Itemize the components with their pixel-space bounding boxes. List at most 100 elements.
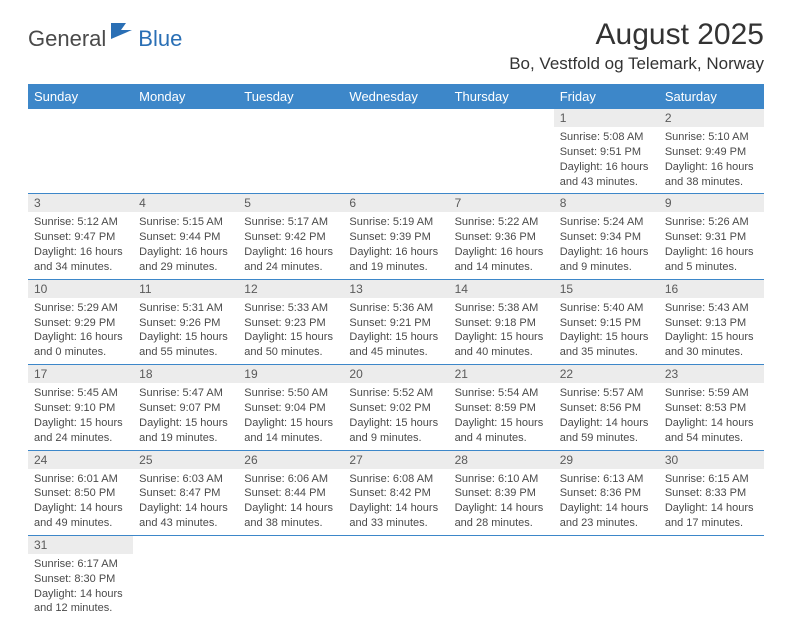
- calendar-day-cell: 27Sunrise: 6:08 AMSunset: 8:42 PMDayligh…: [343, 450, 448, 535]
- weekday-header: Sunday: [28, 84, 133, 109]
- calendar-day-cell: [238, 535, 343, 620]
- calendar-day-cell: 18Sunrise: 5:47 AMSunset: 9:07 PMDayligh…: [133, 365, 238, 450]
- calendar-day-cell: 15Sunrise: 5:40 AMSunset: 9:15 PMDayligh…: [554, 279, 659, 364]
- calendar-day-cell: 12Sunrise: 5:33 AMSunset: 9:23 PMDayligh…: [238, 279, 343, 364]
- logo-flag-icon: [110, 21, 136, 46]
- calendar-day-cell: 20Sunrise: 5:52 AMSunset: 9:02 PMDayligh…: [343, 365, 448, 450]
- calendar-day-cell: 8Sunrise: 5:24 AMSunset: 9:34 PMDaylight…: [554, 194, 659, 279]
- day-number: 13: [343, 280, 448, 298]
- day-detail-line: Sunset: 8:42 PM: [349, 486, 442, 501]
- day-detail-line: Sunrise: 5:54 AM: [455, 386, 548, 401]
- calendar-day-cell: [133, 535, 238, 620]
- day-number: 26: [238, 451, 343, 469]
- day-detail-line: and 9 minutes.: [349, 431, 442, 446]
- day-detail-line: and 23 minutes.: [560, 516, 653, 531]
- calendar-day-cell: [238, 109, 343, 194]
- day-number: 22: [554, 365, 659, 383]
- day-detail-line: Sunset: 8:44 PM: [244, 486, 337, 501]
- day-detail-line: Sunset: 9:26 PM: [139, 316, 232, 331]
- day-detail-line: Sunset: 8:47 PM: [139, 486, 232, 501]
- day-details: Sunrise: 5:47 AMSunset: 9:07 PMDaylight:…: [133, 383, 238, 449]
- calendar-day-cell: 28Sunrise: 6:10 AMSunset: 8:39 PMDayligh…: [449, 450, 554, 535]
- day-details: Sunrise: 5:40 AMSunset: 9:15 PMDaylight:…: [554, 298, 659, 364]
- day-detail-line: Daylight: 15 hours: [349, 416, 442, 431]
- day-details: Sunrise: 5:52 AMSunset: 9:02 PMDaylight:…: [343, 383, 448, 449]
- calendar-week-row: 10Sunrise: 5:29 AMSunset: 9:29 PMDayligh…: [28, 279, 764, 364]
- calendar-week-row: 31Sunrise: 6:17 AMSunset: 8:30 PMDayligh…: [28, 535, 764, 620]
- calendar-day-cell: 11Sunrise: 5:31 AMSunset: 9:26 PMDayligh…: [133, 279, 238, 364]
- day-detail-line: Sunrise: 5:17 AM: [244, 215, 337, 230]
- day-details: Sunrise: 5:15 AMSunset: 9:44 PMDaylight:…: [133, 212, 238, 278]
- day-detail-line: Sunset: 9:21 PM: [349, 316, 442, 331]
- calendar-day-cell: [449, 535, 554, 620]
- day-detail-line: Sunset: 9:07 PM: [139, 401, 232, 416]
- day-details: Sunrise: 5:33 AMSunset: 9:23 PMDaylight:…: [238, 298, 343, 364]
- day-detail-line: Sunrise: 5:40 AM: [560, 301, 653, 316]
- calendar-day-cell: 31Sunrise: 6:17 AMSunset: 8:30 PMDayligh…: [28, 535, 133, 620]
- day-number: 18: [133, 365, 238, 383]
- day-detail-line: Sunset: 9:49 PM: [665, 145, 758, 160]
- page-header: General Blue August 2025 Bo, Vestfold og…: [28, 18, 764, 74]
- day-detail-line: Sunset: 9:23 PM: [244, 316, 337, 331]
- day-detail-line: Sunset: 8:33 PM: [665, 486, 758, 501]
- day-detail-line: Sunrise: 6:13 AM: [560, 472, 653, 487]
- day-details: Sunrise: 6:17 AMSunset: 8:30 PMDaylight:…: [28, 554, 133, 620]
- day-detail-line: Sunrise: 5:26 AM: [665, 215, 758, 230]
- day-detail-line: and 19 minutes.: [139, 431, 232, 446]
- day-details: Sunrise: 5:50 AMSunset: 9:04 PMDaylight:…: [238, 383, 343, 449]
- day-detail-line: Sunset: 8:56 PM: [560, 401, 653, 416]
- day-detail-line: and 33 minutes.: [349, 516, 442, 531]
- day-detail-line: Sunset: 9:47 PM: [34, 230, 127, 245]
- day-number: 30: [659, 451, 764, 469]
- day-detail-line: and 30 minutes.: [665, 345, 758, 360]
- day-detail-line: and 38 minutes.: [665, 175, 758, 190]
- day-detail-line: and 24 minutes.: [244, 260, 337, 275]
- day-detail-line: Sunset: 9:36 PM: [455, 230, 548, 245]
- day-detail-line: Daylight: 15 hours: [665, 330, 758, 345]
- day-detail-line: and 55 minutes.: [139, 345, 232, 360]
- day-detail-line: Sunrise: 5:36 AM: [349, 301, 442, 316]
- day-detail-line: Sunrise: 6:01 AM: [34, 472, 127, 487]
- day-details: Sunrise: 5:45 AMSunset: 9:10 PMDaylight:…: [28, 383, 133, 449]
- day-detail-line: Sunset: 8:50 PM: [34, 486, 127, 501]
- location-text: Bo, Vestfold og Telemark, Norway: [509, 54, 764, 74]
- day-details: Sunrise: 5:38 AMSunset: 9:18 PMDaylight:…: [449, 298, 554, 364]
- day-detail-line: and 43 minutes.: [560, 175, 653, 190]
- day-detail-line: Daylight: 14 hours: [455, 501, 548, 516]
- day-number: 5: [238, 194, 343, 212]
- day-detail-line: Sunset: 9:29 PM: [34, 316, 127, 331]
- day-detail-line: Daylight: 16 hours: [560, 160, 653, 175]
- day-detail-line: Daylight: 15 hours: [34, 416, 127, 431]
- day-detail-line: Sunrise: 5:19 AM: [349, 215, 442, 230]
- day-detail-line: Daylight: 16 hours: [665, 245, 758, 260]
- day-detail-line: and 24 minutes.: [34, 431, 127, 446]
- day-detail-line: Sunrise: 5:52 AM: [349, 386, 442, 401]
- day-detail-line: and 14 minutes.: [455, 260, 548, 275]
- day-detail-line: Sunrise: 5:12 AM: [34, 215, 127, 230]
- day-detail-line: Sunrise: 5:43 AM: [665, 301, 758, 316]
- weekday-header: Thursday: [449, 84, 554, 109]
- day-detail-line: Daylight: 16 hours: [455, 245, 548, 260]
- day-detail-line: and 40 minutes.: [455, 345, 548, 360]
- calendar-day-cell: 16Sunrise: 5:43 AMSunset: 9:13 PMDayligh…: [659, 279, 764, 364]
- day-details: Sunrise: 6:13 AMSunset: 8:36 PMDaylight:…: [554, 469, 659, 535]
- day-details: Sunrise: 5:59 AMSunset: 8:53 PMDaylight:…: [659, 383, 764, 449]
- day-detail-line: and 35 minutes.: [560, 345, 653, 360]
- calendar-day-cell: 14Sunrise: 5:38 AMSunset: 9:18 PMDayligh…: [449, 279, 554, 364]
- calendar-day-cell: 4Sunrise: 5:15 AMSunset: 9:44 PMDaylight…: [133, 194, 238, 279]
- calendar-day-cell: 9Sunrise: 5:26 AMSunset: 9:31 PMDaylight…: [659, 194, 764, 279]
- day-detail-line: Sunset: 9:02 PM: [349, 401, 442, 416]
- calendar-day-cell: 10Sunrise: 5:29 AMSunset: 9:29 PMDayligh…: [28, 279, 133, 364]
- day-detail-line: and 43 minutes.: [139, 516, 232, 531]
- day-detail-line: Sunrise: 6:08 AM: [349, 472, 442, 487]
- day-detail-line: Sunset: 9:31 PM: [665, 230, 758, 245]
- calendar-day-cell: 26Sunrise: 6:06 AMSunset: 8:44 PMDayligh…: [238, 450, 343, 535]
- calendar-day-cell: [28, 109, 133, 194]
- day-detail-line: Daylight: 14 hours: [665, 416, 758, 431]
- day-detail-line: Daylight: 16 hours: [34, 245, 127, 260]
- day-number: 17: [28, 365, 133, 383]
- day-number: 14: [449, 280, 554, 298]
- calendar-week-row: 17Sunrise: 5:45 AMSunset: 9:10 PMDayligh…: [28, 365, 764, 450]
- day-detail-line: Sunrise: 6:03 AM: [139, 472, 232, 487]
- day-detail-line: Sunrise: 5:22 AM: [455, 215, 548, 230]
